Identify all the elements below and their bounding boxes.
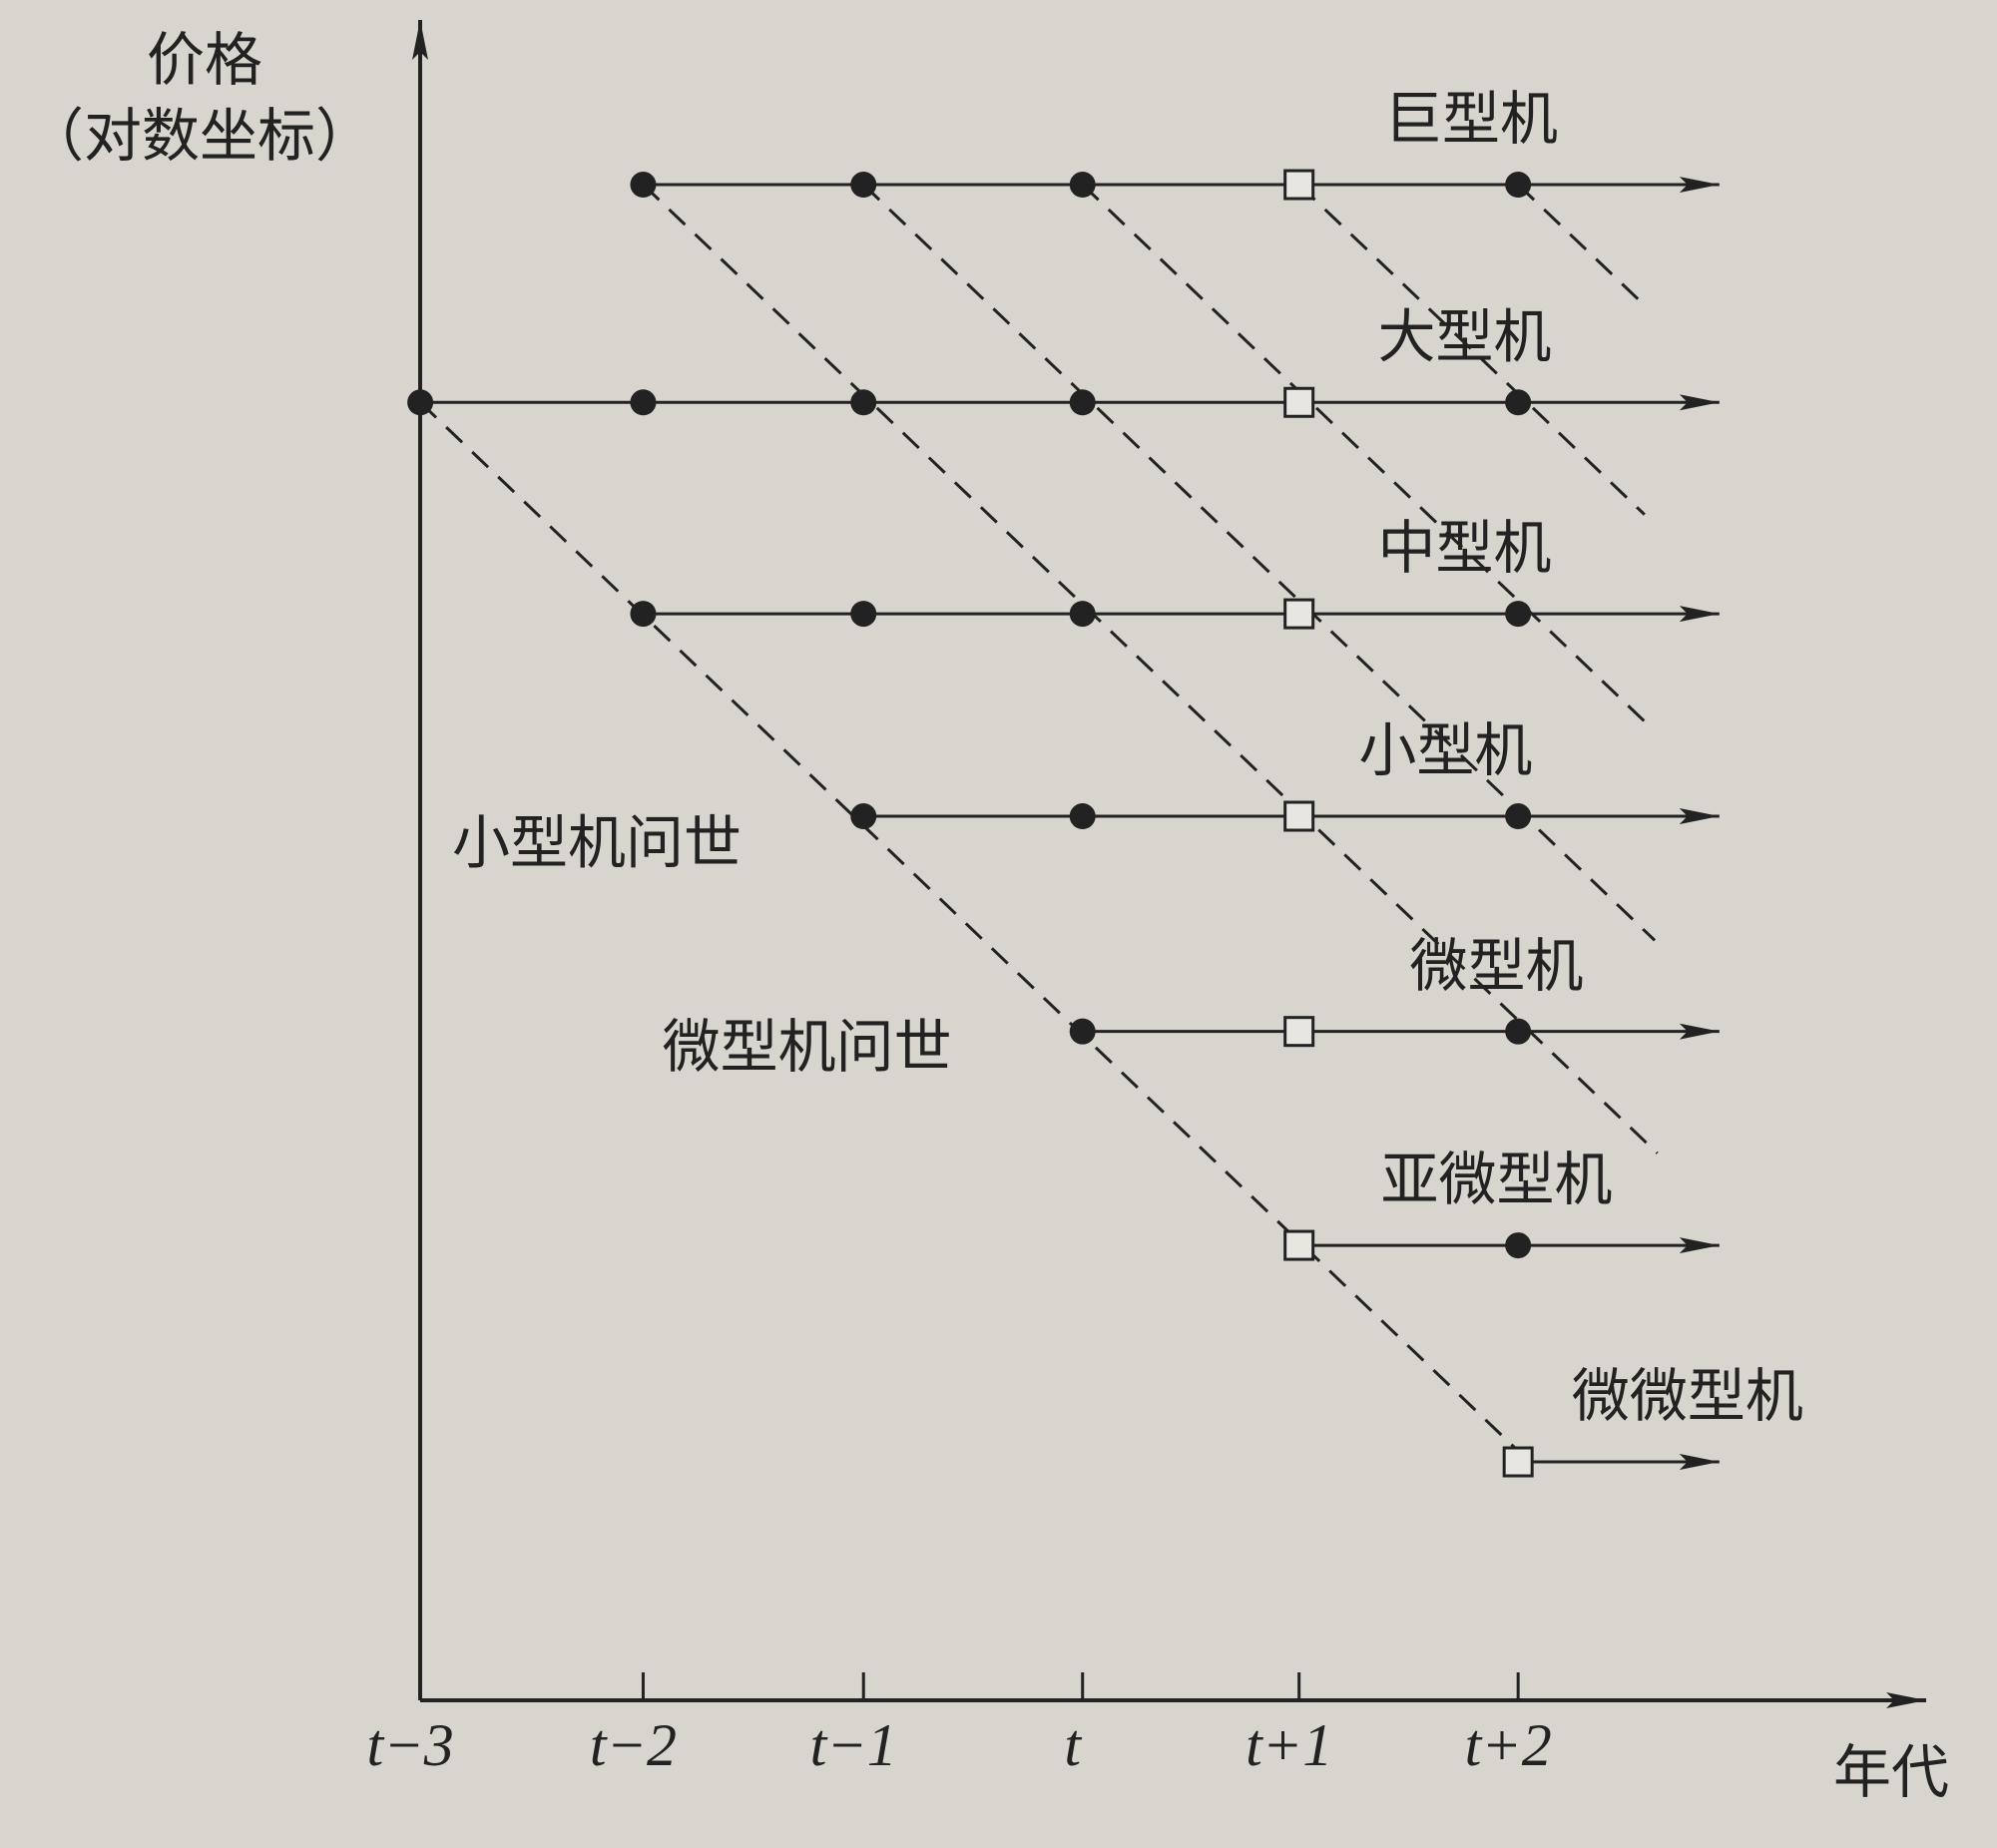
dot-marker xyxy=(850,389,877,416)
row-label: 巨型机 xyxy=(1384,85,1558,153)
row-label: 小型机 xyxy=(1358,716,1532,784)
dot-marker xyxy=(1505,172,1532,199)
row-label: 大型机 xyxy=(1378,302,1552,370)
dot-marker xyxy=(630,601,657,628)
dashed-trend xyxy=(1517,183,1643,303)
square-marker xyxy=(1283,800,1315,832)
dashed-trend xyxy=(1297,183,1646,516)
dot-marker xyxy=(1505,1232,1532,1259)
dot-marker xyxy=(1505,601,1532,628)
dot-marker xyxy=(407,389,434,416)
dashed-trend xyxy=(642,183,1659,1155)
dashed-trend xyxy=(419,401,1536,1468)
dot-marker xyxy=(1505,389,1532,416)
x-tick-label: t xyxy=(1064,1712,1082,1778)
square-marker xyxy=(1283,1016,1315,1048)
dot-marker xyxy=(630,389,657,416)
square-marker xyxy=(1283,1229,1315,1261)
square-marker xyxy=(1283,598,1315,630)
square-marker xyxy=(1283,169,1315,201)
x-tick-label: t+1 xyxy=(1246,1712,1332,1778)
dot-marker xyxy=(850,803,877,830)
annotation: 微型机问世 xyxy=(663,1013,952,1081)
x-tick-label: t+2 xyxy=(1465,1712,1552,1778)
dot-marker xyxy=(1069,1018,1096,1045)
x-tick-label: t−2 xyxy=(590,1712,677,1778)
row-label: 亚微型机 xyxy=(1380,1146,1612,1213)
dot-marker xyxy=(630,172,657,199)
row-label: 微微型机 xyxy=(1572,1362,1803,1430)
row-label: 微型机 xyxy=(1409,932,1583,1000)
dot-marker xyxy=(850,601,877,628)
dashed-trend xyxy=(1081,183,1653,729)
y-axis-label: （对数坐标） xyxy=(26,102,373,170)
dot-marker xyxy=(850,172,877,199)
x-tick-label: t−3 xyxy=(367,1712,454,1778)
dot-marker xyxy=(1069,389,1096,416)
annotation: 小型机问世 xyxy=(452,809,742,877)
dot-marker xyxy=(1069,172,1096,199)
square-marker xyxy=(1283,386,1315,418)
dot-marker xyxy=(1505,1018,1532,1045)
dot-marker xyxy=(1069,803,1096,830)
x-tick-label: t−1 xyxy=(810,1712,897,1778)
dot-marker xyxy=(1069,601,1096,628)
row-label: 中型机 xyxy=(1378,514,1552,582)
square-marker xyxy=(1502,1446,1534,1478)
y-axis-label: 价格 xyxy=(147,26,262,94)
x-axis-label: 年代 xyxy=(1833,1738,1949,1806)
dot-marker xyxy=(1505,803,1532,830)
